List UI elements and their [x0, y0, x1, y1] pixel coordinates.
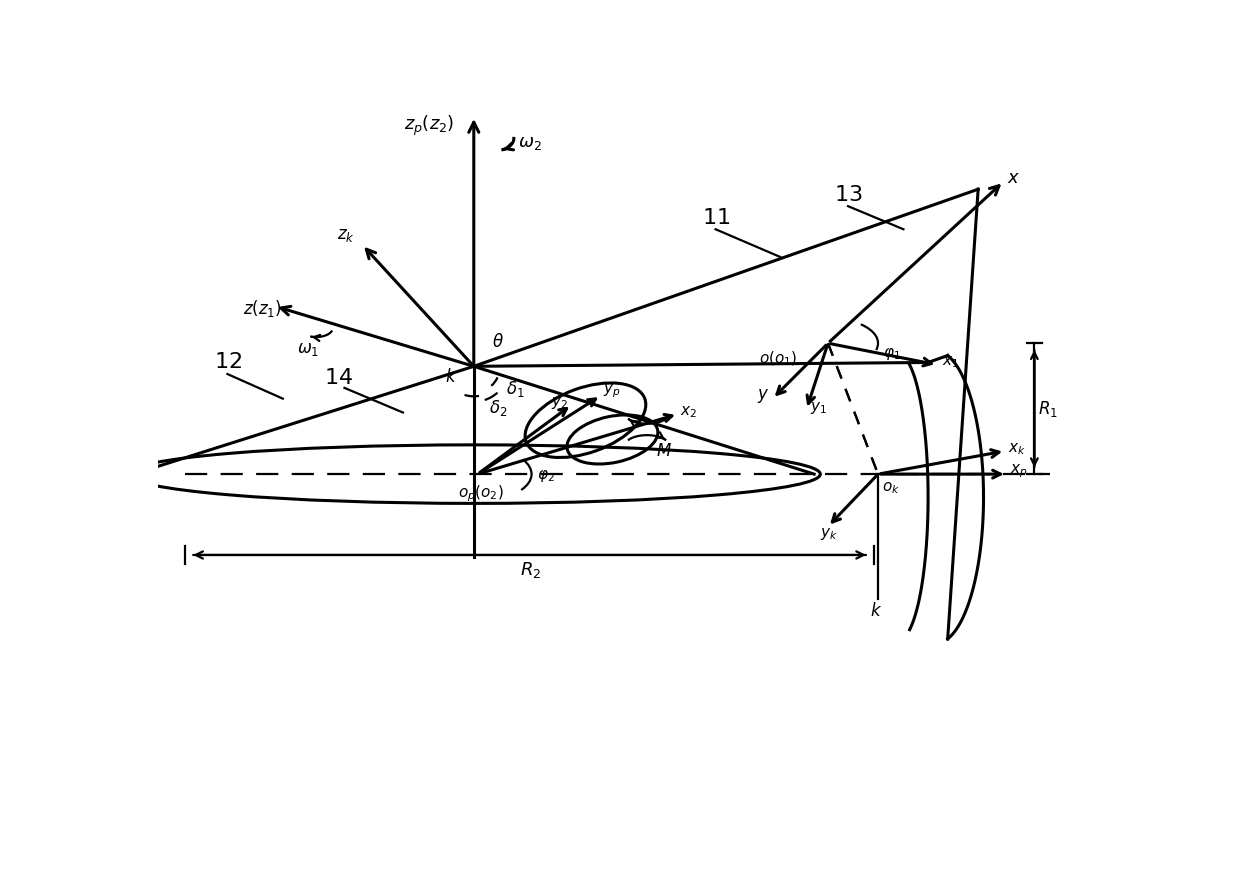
- Text: $y_1$: $y_1$: [810, 400, 827, 415]
- Text: $\varphi_1$: $\varphi_1$: [883, 346, 901, 362]
- Text: $\delta_2$: $\delta_2$: [490, 398, 507, 418]
- Text: $\varphi_2$: $\varphi_2$: [537, 468, 554, 483]
- Text: $x_k$: $x_k$: [1008, 441, 1025, 456]
- Text: $x$: $x$: [1007, 169, 1021, 186]
- Text: $\theta$: $\theta$: [492, 333, 505, 351]
- Text: $\delta_1$: $\delta_1$: [506, 380, 525, 400]
- Text: $x_p$: $x_p$: [1009, 463, 1028, 480]
- Text: $z_k$: $z_k$: [337, 226, 355, 245]
- Text: $k$: $k$: [444, 368, 456, 386]
- Text: $z_p(z_2)$: $z_p(z_2)$: [404, 114, 455, 138]
- Text: $\omega_1$: $\omega_1$: [296, 341, 319, 358]
- Text: $y$: $y$: [758, 387, 770, 405]
- Text: $o(o_1)$: $o(o_1)$: [759, 349, 797, 368]
- Text: $y_k$: $y_k$: [821, 526, 838, 542]
- Text: $R_1$: $R_1$: [1038, 399, 1058, 419]
- Text: $13$: $13$: [835, 186, 863, 206]
- Text: $11$: $11$: [702, 208, 730, 228]
- Text: $x_2$: $x_2$: [681, 405, 697, 421]
- Text: $\omega_2$: $\omega_2$: [518, 134, 542, 152]
- Text: $14$: $14$: [324, 368, 352, 388]
- Text: $x_1$: $x_1$: [942, 354, 959, 370]
- Text: $y_2$: $y_2$: [551, 395, 568, 411]
- Text: $o_p(o_2)$: $o_p(o_2)$: [459, 483, 503, 504]
- Text: $M$: $M$: [656, 442, 672, 460]
- Text: $R_2$: $R_2$: [520, 560, 541, 580]
- Text: $o_k$: $o_k$: [882, 480, 900, 496]
- Text: $y_p$: $y_p$: [603, 382, 621, 400]
- Text: $z(z_1)$: $z(z_1)$: [243, 298, 281, 319]
- Text: $12$: $12$: [213, 353, 242, 373]
- Text: $k$: $k$: [870, 602, 883, 620]
